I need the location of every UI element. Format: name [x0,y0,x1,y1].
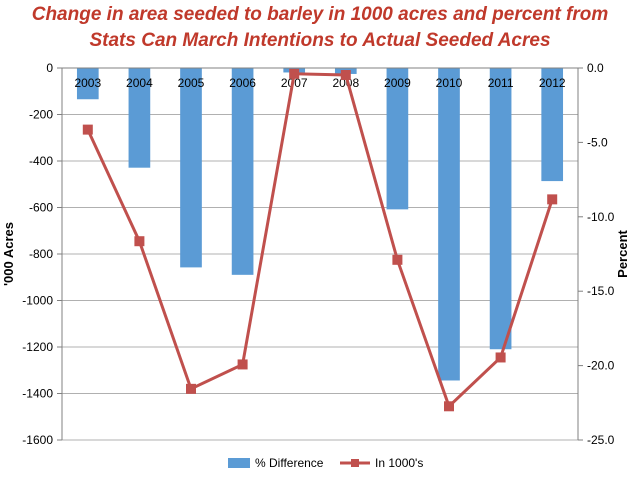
left-axis-tick-label: 0 [46,61,53,75]
right-axis-tick-label: -20.0 [587,359,615,373]
line-point [444,401,454,412]
line-point [237,359,248,370]
category-label: 2008 [332,76,359,90]
category-label: 2007 [281,76,308,90]
bar [541,68,564,182]
bar [76,68,99,100]
right-axis-tick-label: -15.0 [587,284,615,298]
category-label: 2011 [488,76,514,90]
left-axis-title: '000 Acres [1,222,16,286]
left-axis-tick-label: -400 [29,154,53,168]
right-axis-tick-label: -25.0 [587,433,615,447]
line-point [392,254,403,265]
right-axis-title: Percent [615,229,630,277]
left-axis-tick-label: -1400 [22,387,53,401]
legend-label: % Difference [255,456,324,470]
line-point [547,194,558,205]
category-label: 2003 [74,76,101,90]
left-axis-tick-label: -1200 [22,340,53,354]
category-label: 2009 [384,76,411,90]
left-axis-tick-label: -800 [29,247,53,261]
line-point [82,124,93,135]
legend-swatch-bar [228,458,250,468]
category-label: 2012 [539,76,566,90]
line-point [340,69,351,80]
category-label: 2010 [436,76,463,90]
line-point [289,68,300,79]
right-axis-tick-label: 0.0 [587,61,604,75]
category-label: 2005 [178,76,205,90]
left-axis-tick-label: -600 [29,201,53,215]
bar [489,68,512,350]
bar [438,68,460,381]
chart-title-line-2: Stats Can March Intentions to Actual See… [89,30,551,51]
line-point [134,236,145,247]
left-axis-tick-label: -1600 [22,433,53,447]
category-label: 2006 [229,76,256,90]
line-series [86,72,554,409]
line-point [495,352,506,363]
right-axis-tick-label: -10.0 [587,210,615,224]
category-label: 2004 [126,76,153,90]
bar [386,68,409,210]
left-axis-tick-label: -1000 [22,294,53,308]
right-axis-tick-label: -5.0 [587,135,608,149]
bar [231,68,254,275]
chart-title-line-1: Change in area seeded to barley in 1000 … [31,4,609,25]
bar [128,68,151,168]
bar [180,68,202,268]
left-axis-tick-label: -200 [29,108,53,122]
legend-swatch-marker [351,459,359,467]
line-point [186,383,196,394]
legend-label: In 1000's [375,456,423,470]
